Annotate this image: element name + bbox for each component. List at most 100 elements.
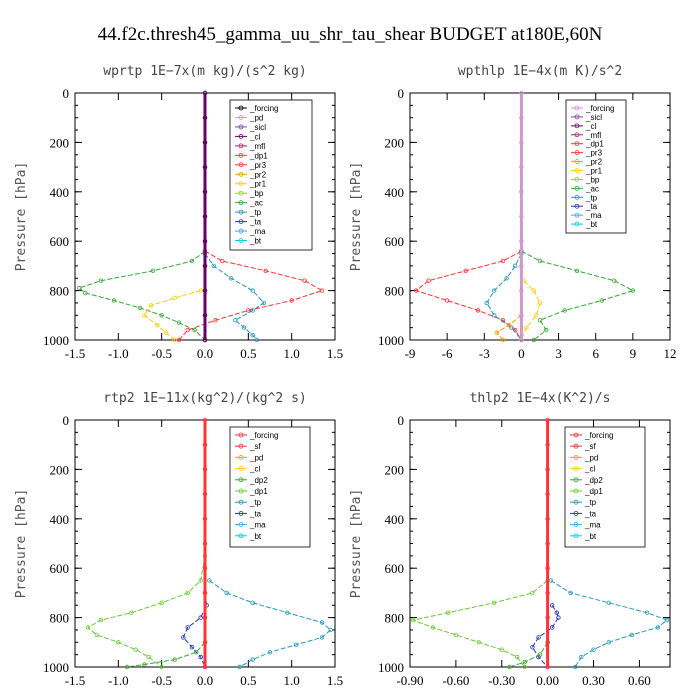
data-point bbox=[534, 313, 539, 318]
x-tick-label: 1.0 bbox=[284, 673, 300, 688]
data-point bbox=[545, 491, 550, 497]
x-tick-label: 0.00 bbox=[536, 673, 559, 688]
x-tick-label: -3 bbox=[479, 346, 490, 361]
data-point bbox=[606, 640, 611, 645]
data-point bbox=[159, 313, 164, 318]
y-tick-label: 1000 bbox=[378, 333, 404, 348]
data-point bbox=[545, 640, 550, 645]
x-tick-label: 0.5 bbox=[240, 346, 256, 361]
legend-marker bbox=[238, 533, 244, 539]
data-point bbox=[426, 278, 431, 283]
legend-label: _forcing bbox=[249, 104, 278, 113]
data-point bbox=[410, 617, 416, 623]
y-tick-label: 1000 bbox=[43, 660, 69, 675]
data-point bbox=[207, 578, 212, 583]
data-point bbox=[261, 300, 267, 306]
data-point bbox=[246, 308, 251, 313]
legend-label: _sicl bbox=[585, 113, 602, 122]
legend-marker bbox=[238, 200, 244, 206]
legend-marker bbox=[574, 177, 580, 182]
figure-title: 44.f2c.thresh45_gamma_uu_shr_tau_shear B… bbox=[98, 24, 603, 45]
data-point bbox=[519, 263, 524, 269]
data-point bbox=[176, 320, 182, 325]
legend-marker bbox=[238, 162, 244, 168]
data-point bbox=[494, 330, 499, 335]
x-tick-label: -0.30 bbox=[488, 673, 515, 688]
legend-label: _tp bbox=[249, 208, 262, 217]
data-point bbox=[149, 303, 154, 308]
legend-label: _ta bbox=[249, 509, 262, 518]
legend-label: _bt bbox=[585, 220, 598, 229]
data-point bbox=[579, 654, 584, 660]
y-tick-label: 800 bbox=[385, 284, 405, 299]
series-line-dp1 bbox=[415, 250, 522, 341]
panels: wprtp 1E−7x(m kg)/(s^2 kg) Pressure [hPa]… bbox=[14, 64, 677, 688]
data-point bbox=[491, 600, 497, 605]
x-tick-label: -0.5 bbox=[151, 673, 172, 688]
data-point bbox=[202, 115, 208, 120]
data-point bbox=[545, 516, 550, 521]
x-tick-label: -0.90 bbox=[396, 673, 423, 688]
data-point bbox=[202, 164, 208, 170]
data-point bbox=[237, 664, 242, 670]
data-point bbox=[475, 308, 481, 313]
data-point bbox=[414, 288, 419, 293]
data-point bbox=[573, 664, 578, 670]
legend-label: _pr1 bbox=[249, 180, 267, 189]
legend-label: _sf bbox=[584, 442, 596, 451]
x-tick-label: 0.0 bbox=[197, 346, 213, 361]
legend-label: _pd bbox=[249, 453, 263, 462]
y-tick-label: 600 bbox=[50, 234, 70, 249]
legend-label: _bt bbox=[584, 532, 597, 541]
y-axis-label: Pressure [hPa] bbox=[349, 162, 364, 272]
series-line-tp bbox=[209, 580, 332, 668]
data-point bbox=[137, 305, 143, 311]
data-point bbox=[463, 268, 468, 273]
data-point bbox=[150, 268, 156, 273]
legend-label: _forcing bbox=[249, 431, 278, 440]
x-tick-label: 0.5 bbox=[240, 673, 256, 688]
legend-marker bbox=[238, 522, 244, 527]
legend-marker bbox=[238, 443, 244, 449]
data-point bbox=[146, 654, 151, 660]
data-point bbox=[550, 603, 555, 608]
data-point bbox=[198, 654, 203, 660]
chart-panel-4: thlp2 1E−4x(K^2)/s Pressure [hPa] 0 200 400 6… bbox=[349, 391, 671, 688]
y-tick-label: 0 bbox=[398, 86, 405, 101]
data-point bbox=[531, 337, 536, 343]
data-point bbox=[522, 664, 527, 670]
legend-marker bbox=[573, 511, 579, 516]
data-point bbox=[250, 332, 255, 338]
legend-marker bbox=[574, 141, 580, 147]
data-point bbox=[124, 664, 130, 670]
legend-marker bbox=[238, 190, 244, 196]
legend-marker bbox=[238, 228, 244, 234]
data-point bbox=[519, 214, 524, 219]
data-point bbox=[545, 664, 550, 670]
data-point bbox=[198, 578, 203, 583]
data-point bbox=[556, 615, 561, 620]
chart-panel-3: rtp2 1E−11x(kg^2)/(kg^2 s) Pressure [hPa]… bbox=[14, 391, 343, 688]
legend-marker bbox=[238, 432, 244, 438]
y-tick-label: 200 bbox=[385, 135, 405, 150]
data-point bbox=[267, 650, 273, 655]
legend-marker bbox=[574, 203, 580, 209]
data-point bbox=[522, 659, 527, 665]
series-line-tp bbox=[550, 580, 668, 668]
series-line-tp bbox=[486, 253, 522, 341]
x-tick-label: 0.30 bbox=[582, 673, 605, 688]
data-point bbox=[202, 516, 208, 521]
data-point bbox=[250, 288, 255, 293]
data-point bbox=[172, 295, 177, 301]
data-point bbox=[220, 258, 225, 264]
series-line-dp1 bbox=[87, 555, 206, 668]
data-point bbox=[519, 337, 524, 343]
legend-marker bbox=[574, 114, 580, 120]
series-line-ta bbox=[531, 605, 559, 668]
data-point bbox=[545, 615, 550, 620]
legend-label: _pd bbox=[249, 113, 263, 122]
legend-marker bbox=[238, 181, 244, 187]
x-tick-label: 9 bbox=[630, 346, 637, 361]
data-point bbox=[233, 318, 238, 323]
y-tick-label: 1000 bbox=[43, 333, 69, 348]
